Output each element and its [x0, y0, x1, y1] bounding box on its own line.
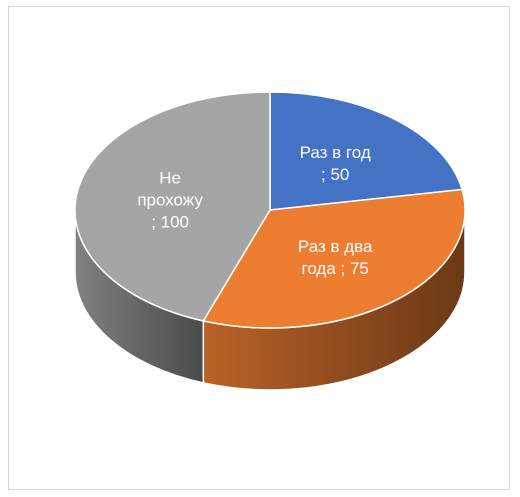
data-label-не-прохожу: Не прохожу ; 100 [137, 168, 203, 231]
data-label-line: Раз в год [300, 143, 371, 162]
data-labels: Раз в год ; 50 Раз в два года ; 75 Не прохожу… [137, 143, 373, 278]
data-label-раз-в-год: Раз в год ; 50 [300, 143, 371, 184]
pie-slices [74, 91, 466, 329]
slice-раз-в-два-года [202, 188, 466, 329]
slice-не-прохожу [74, 91, 271, 322]
data-label-line: прохожу [137, 190, 203, 209]
data-label-line: года ; 75 [302, 259, 369, 278]
slice-раз-в-год [269, 91, 464, 211]
data-label-line: ; 50 [321, 165, 349, 184]
data-label-line: Не [159, 168, 181, 187]
data-label-раз-в-два-года: Раз в два года ; 75 [298, 237, 373, 278]
data-label-line: ; 100 [151, 212, 189, 231]
data-label-line: Раз в два [298, 237, 373, 256]
